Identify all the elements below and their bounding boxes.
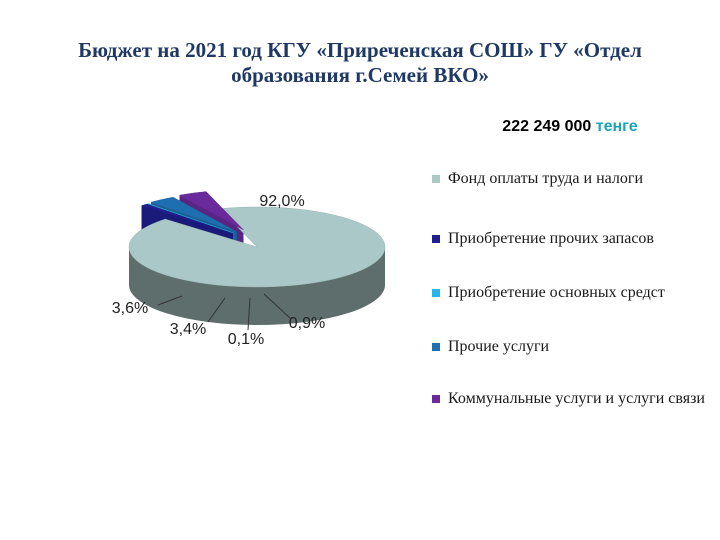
total-unit: тенге [595, 118, 638, 135]
legend-swatch [432, 395, 440, 403]
legend-swatch [432, 343, 440, 351]
total-budget: 222 249 000 тенге [470, 118, 670, 136]
legend-item: Прочие услуги [432, 336, 712, 357]
data-label: 92,0% [259, 193, 304, 210]
legend-label: Коммунальные услуги и услуги связи [448, 390, 705, 407]
legend-label: Прочие услуги [448, 338, 550, 355]
leader-line [263, 293, 291, 319]
legend-item: Фонд оплаты труда и налоги [432, 168, 712, 189]
pie-slice [128, 206, 386, 288]
legend-item: Приобретение основных средст [432, 282, 712, 303]
legend-label: Фонд оплаты труда и налоги [448, 170, 644, 187]
chart-title: Бюджет на 2021 год КГУ «Приреченская СОШ… [78, 38, 642, 87]
data-label: 3,6% [112, 300, 148, 317]
legend-item: Приобретение прочих запасов [432, 228, 712, 249]
leader-line [157, 295, 183, 306]
legend-swatch [432, 175, 440, 183]
data-label: 3,4% [170, 321, 206, 338]
pie-slice [178, 191, 244, 231]
total-amount: 222 249 000 [502, 118, 592, 135]
pie-slice-side [129, 247, 385, 325]
leader-line [207, 297, 226, 323]
legend-swatch [432, 289, 440, 297]
legend-item: Коммунальные услуги и услуги связи [432, 388, 712, 409]
legend-swatch [432, 235, 440, 243]
legend-label: Приобретение прочих запасов [448, 230, 654, 247]
pie-slice [146, 203, 235, 234]
legend-label: Приобретение основных средст [448, 284, 665, 301]
pie-slice [140, 203, 234, 234]
data-label: 0,9% [289, 315, 325, 332]
data-label: 0,1% [228, 331, 264, 348]
pie-slice [150, 196, 238, 233]
leader-line [247, 297, 251, 331]
